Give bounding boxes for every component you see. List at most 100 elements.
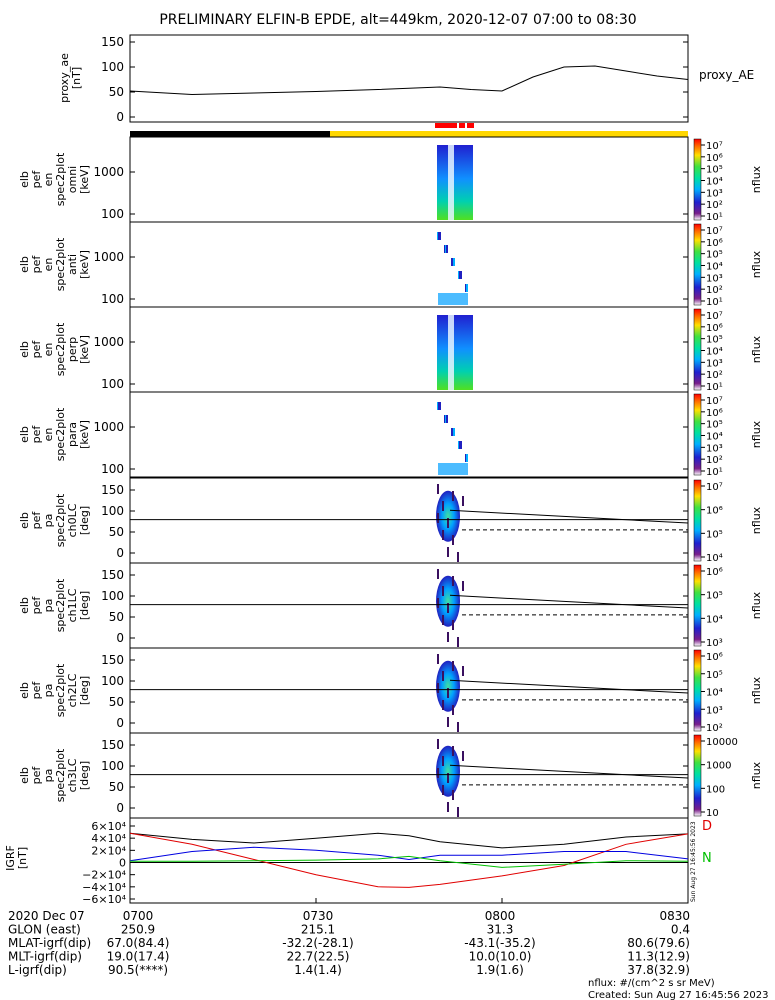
spec-ytick-label: 1000 [93, 420, 124, 434]
footer-value: 37.8(32.9) [627, 963, 690, 977]
spec-ytick-label: 1000 [93, 250, 124, 264]
spec-ylabel-line: [deg] [78, 761, 91, 790]
pa-data-speck [447, 603, 449, 613]
igrf-east-line [129, 846, 689, 862]
spec-ytick-label: 0 [116, 546, 124, 560]
colorbar-tick-label: 10⁵ [706, 335, 723, 346]
pa-data-speck [462, 581, 464, 591]
igrf-ytick-label: 6×10⁴ [91, 820, 126, 833]
spec-ylabel-line: pef [30, 340, 43, 359]
colorbar-tick-label: 10³ [706, 358, 723, 369]
spec-ylabel-line: [keV] [78, 250, 91, 279]
colorbar-unit-label: nflux [750, 165, 763, 193]
colorbar-tick-label: 10⁷ [706, 311, 723, 322]
spec-ylabel-line: elb [18, 256, 31, 273]
spec-data-block [438, 293, 468, 305]
spec-ylabel-line: pef [30, 255, 43, 274]
spec-ylabel-line: spec2plot [54, 407, 67, 461]
colorbar-tick-label: 10⁶ [706, 153, 723, 164]
spec-panel-2: 1000100elbpefenspec2plotperp[keV]10⁷10⁶1… [18, 306, 763, 393]
footer-value: -32.2(-28.1) [282, 936, 353, 950]
shadow-bar [130, 131, 330, 137]
footer-value: 250.9 [121, 923, 155, 937]
pa-data-blob [436, 745, 460, 797]
footer-value: 1.4(1.4) [294, 963, 342, 977]
spec-ylabel: elbpefenspec2plotperp[keV] [18, 322, 91, 376]
colorbar-tick-label: 10¹ [706, 212, 723, 223]
colorbar-unit-label: nflux [750, 591, 763, 619]
spec-ylabel-line: pef [30, 596, 43, 615]
colorbar-unit-label: nflux [750, 506, 763, 534]
footer-value: 80.6(79.6) [627, 936, 690, 950]
footer-row-label: MLAT-igrf(dip) [8, 936, 91, 950]
spec-data-speck [446, 245, 448, 253]
pa-data-speck [457, 722, 459, 732]
spec-ylabel-line: [deg] [78, 591, 91, 620]
colorbar-tick-label: 10¹ [706, 382, 723, 393]
colorbar-tick-label: 10⁷ [706, 396, 723, 407]
igrf-ytick-label: −6×10⁴ [82, 893, 126, 906]
igrf-ytick-label: −4×10⁴ [82, 881, 126, 894]
created-note: Created: Sun Aug 27 16:45:56 2023 [588, 990, 768, 1000]
science-zone-marker [459, 123, 465, 128]
pa-data-speck [452, 661, 454, 671]
igrf-ytick-label: −2×10⁴ [82, 869, 126, 882]
pa-loss-cone-line [449, 764, 689, 779]
footer-value: 11.3(12.9) [627, 950, 690, 964]
colorbar-unit-label: nflux [750, 335, 763, 363]
proxy-ae-panel: 150 100 50 0 proxy_ae[nT] proxy_AE [58, 34, 754, 124]
ae-ylabel: proxy_ae[nT] [58, 53, 83, 103]
ae-ytick-label: 100 [101, 60, 124, 74]
science-zone-marker [467, 123, 474, 128]
spec-ylabel-line: spec2plot [54, 152, 67, 206]
spec-frame [129, 477, 689, 564]
pa-data-speck [447, 802, 449, 812]
footer-ephemeris: 2020 Dec 07 0700 0730 0800 0830 GLON (east) 25… [8, 898, 690, 977]
footer-value: 0.4 [671, 923, 690, 937]
pa-data-speck [457, 637, 459, 647]
colorbar-tick-label: 10⁵ [706, 420, 723, 431]
pa-data-speck [437, 484, 439, 494]
pa-data-speck [437, 569, 439, 579]
units-note: nflux: #/(cm^2 s sr MeV) [588, 978, 715, 989]
colorbar-tick-label: 10⁴ [706, 553, 723, 564]
spec-ylabel-line: elb [18, 341, 31, 358]
footer-value: 67.0(84.4) [107, 936, 170, 950]
pa-data-speck [442, 586, 444, 596]
footer-value: -43.1(-35.2) [464, 936, 535, 950]
spec-ylabel: elbpefpaspec2plotch1LC[deg] [18, 578, 91, 632]
igrf-ylabel-line: [nT] [16, 847, 29, 869]
footer-value: 19.0(17.4) [107, 950, 170, 964]
colorbar-tick-label: 10⁶ [706, 323, 723, 334]
colorbar-tick-label: 10² [706, 370, 723, 381]
spec-ylabel-line: en [42, 428, 55, 442]
spec-ylabel-line: pa [42, 684, 55, 698]
ae-ytick-label: 0 [116, 110, 124, 124]
spec-ylabel: elbpefpaspec2plotch2LC[deg] [18, 663, 91, 717]
pa-data-speck [452, 746, 454, 756]
igrf-label-d: D [702, 819, 712, 834]
spec-data-speck [439, 232, 441, 240]
colorbar-tick-label: 10000 [706, 737, 738, 748]
spec-ylabel-line: [deg] [78, 676, 91, 705]
spec-ylabel-line: spec2plot [54, 237, 67, 291]
colorbar-tick-label: 10³ [706, 273, 723, 284]
colorbar-unit-label: nflux [750, 676, 763, 704]
pa-data-speck [452, 620, 454, 630]
spec-panel-4: 150 100 50 0 elbpefpaspec2plotch0LC[deg] 10⁷ 1… [18, 477, 763, 564]
colorbar-tick-label: 10³ [706, 188, 723, 199]
spec-ylabel-line: pa [42, 769, 55, 783]
pa-data-speck [457, 552, 459, 562]
spec-ylabel-line: pef [30, 425, 43, 444]
spec-ytick-label: 1000 [93, 165, 124, 179]
pa-data-blob [436, 660, 460, 712]
spec-data-block [437, 145, 473, 220]
footer-value: 0800 [485, 909, 516, 923]
pa-data-speck [437, 683, 439, 693]
pa-data-speck [442, 530, 444, 540]
pa-data-speck [447, 547, 449, 557]
pa-loss-cone-line [449, 594, 689, 609]
status-bars [130, 123, 688, 137]
pa-data-blob [436, 575, 460, 627]
ae-ytick-label: 150 [101, 35, 124, 49]
